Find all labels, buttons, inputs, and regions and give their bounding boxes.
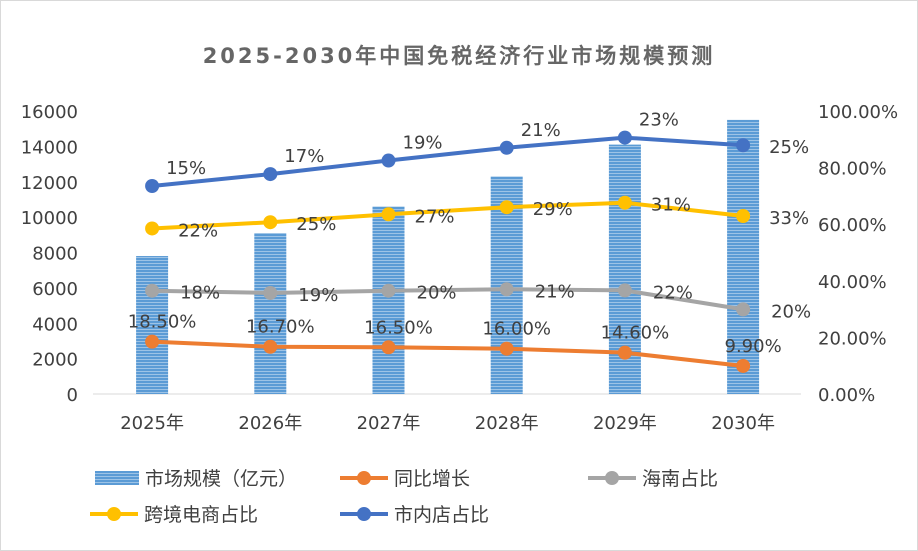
line-hainan [152, 287, 744, 312]
data-label-crossborder: 31% [651, 195, 691, 216]
x-tick-label: 2025年 [120, 413, 184, 434]
legend-label: 市场规模（亿元） [145, 468, 298, 490]
right-tick-label: 60.00% [818, 215, 887, 236]
data-label-yoy: 16.00% [482, 319, 551, 340]
right-tick-label: 0.00% [818, 385, 875, 406]
left-tick-label: 0 [67, 385, 78, 406]
legend-label: 跨境电商占比 [144, 504, 259, 526]
right-tick-label: 40.00% [818, 272, 887, 293]
data-label-yoy: 14.60% [601, 323, 670, 344]
data-label-downtown: 17% [284, 146, 324, 167]
bar-market-size [727, 119, 760, 394]
point-downtown [736, 138, 751, 153]
legend-bar-swatch [95, 470, 139, 485]
data-label-hainan: 18% [180, 283, 220, 304]
x-tick-label: 2029年 [593, 413, 657, 434]
point-downtown [263, 167, 278, 182]
data-label-downtown: 23% [639, 110, 679, 131]
x-tick-label: 2027年 [357, 413, 421, 434]
right-tick-label: 20.00% [818, 328, 887, 349]
point-downtown [381, 153, 396, 168]
line-downtown [151, 135, 744, 188]
legend-label: 海南占比 [642, 468, 719, 490]
point-hainan [263, 285, 278, 300]
data-label-yoy: 18.50% [128, 312, 197, 333]
point-hainan [499, 282, 514, 297]
point-yoy [736, 358, 751, 373]
point-yoy [617, 345, 632, 360]
legend-item-yoy: 同比增长 [340, 464, 470, 491]
legend-item-hainan: 海南占比 [588, 464, 718, 491]
data-label-yoy: 9.90% [725, 336, 782, 357]
point-hainan [381, 283, 396, 298]
point-yoy [145, 334, 160, 349]
chart-title: 2025-2030年中国免税经济行业市场规模预测 [202, 44, 716, 68]
left-tick-label: 16000 [21, 102, 78, 123]
right-tick-label: 80.00% [818, 159, 887, 180]
point-crossborder [736, 208, 751, 223]
point-crossborder [617, 195, 632, 210]
data-label-crossborder: 27% [415, 206, 455, 227]
left-tick-label: 4000 [32, 314, 78, 335]
legend-item-market-size: 市场规模（亿元） [95, 464, 297, 491]
legend-line-swatch [340, 506, 388, 521]
point-crossborder [263, 215, 278, 230]
point-crossborder [145, 221, 160, 236]
x-tick-label: 2028年 [475, 413, 539, 434]
data-label-crossborder: 25% [296, 214, 336, 235]
legend-line-swatch [340, 470, 388, 485]
left-tick-label: 8000 [32, 244, 78, 265]
data-label-downtown: 19% [403, 133, 443, 154]
data-label-crossborder: 29% [533, 199, 573, 220]
point-yoy [499, 341, 514, 356]
left-tick-label: 10000 [21, 208, 78, 229]
legend-label: 同比增长 [394, 468, 471, 490]
legend-line-swatch [588, 470, 636, 485]
data-label-yoy: 16.70% [246, 317, 315, 338]
left-tick-label: 12000 [21, 173, 78, 194]
data-label-downtown: 21% [521, 120, 561, 141]
data-label-hainan: 20% [771, 301, 811, 322]
data-label-downtown: 15% [166, 158, 206, 179]
point-hainan [736, 302, 751, 317]
data-label-yoy: 16.50% [364, 317, 433, 338]
legend-item-downtown: 市内店占比 [340, 500, 489, 527]
legend-label: 市内店占比 [394, 504, 490, 526]
bar-market-size [372, 206, 405, 394]
point-downtown [617, 130, 632, 145]
left-tick-label: 6000 [32, 279, 78, 300]
left-tick-label: 2000 [32, 350, 78, 371]
bar-market-size [254, 233, 287, 394]
point-yoy [263, 339, 278, 354]
line-crossborder [151, 200, 744, 231]
data-label-hainan: 21% [535, 281, 575, 302]
left-tick-label: 14000 [21, 137, 78, 158]
legend-line-swatch [90, 506, 138, 521]
data-label-hainan: 19% [298, 285, 338, 306]
data-label-crossborder: 33% [769, 208, 809, 229]
point-downtown [145, 178, 160, 193]
data-label-hainan: 20% [417, 283, 457, 304]
data-label-hainan: 22% [653, 282, 693, 303]
point-hainan [617, 283, 632, 298]
point-crossborder [499, 200, 514, 215]
point-hainan [145, 283, 160, 298]
x-tick-label: 2026年 [238, 413, 302, 434]
data-label-crossborder: 22% [178, 220, 218, 241]
point-crossborder [381, 207, 396, 222]
data-label-downtown: 25% [769, 137, 809, 158]
legend-item-crossborder: 跨境电商占比 [90, 500, 258, 527]
point-downtown [499, 140, 514, 155]
right-tick-label: 100.00% [818, 102, 898, 123]
bar-market-size [136, 256, 169, 394]
line-yoy [152, 339, 744, 368]
point-yoy [381, 340, 396, 355]
x-tick-label: 2030年 [711, 413, 775, 434]
